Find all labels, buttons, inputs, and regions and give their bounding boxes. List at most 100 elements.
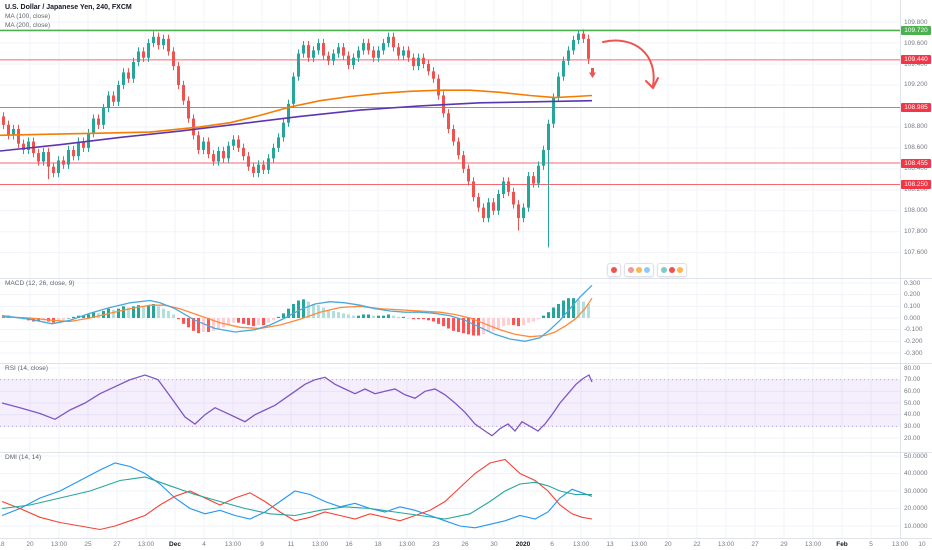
- macd-histogram-bar: [357, 315, 360, 318]
- candle-body: [477, 197, 480, 208]
- candle-body: [332, 53, 335, 61]
- macd-histogram-bar: [247, 318, 250, 325]
- price-level-badge: 108.250: [901, 180, 931, 190]
- candle-body: [482, 207, 485, 219]
- candle-body: [507, 181, 510, 192]
- mini-toolbar-icon[interactable]: [677, 267, 683, 273]
- macd-histogram-bar: [522, 318, 525, 325]
- macd-histogram-bar: [117, 308, 120, 318]
- macd-histogram-bar: [132, 306, 135, 318]
- candle-body: [282, 122, 285, 138]
- candle-body: [72, 149, 75, 157]
- macd-histogram-bar: [412, 318, 415, 320]
- macd-line: [1, 284, 593, 342]
- candle-body: [417, 57, 420, 67]
- axis-tick-label: 107.800: [904, 228, 928, 236]
- ma100-line: [0, 89, 593, 137]
- macd-histogram-bar: [257, 318, 260, 325]
- macd-histogram-bar: [207, 318, 210, 332]
- macd-histogram-bar: [567, 298, 570, 318]
- macd-histogram-bar: [72, 316, 75, 318]
- candle-body: [277, 137, 280, 148]
- candle-body: [292, 76, 295, 104]
- candle-body: [437, 78, 440, 96]
- mini-toolbar-icon[interactable]: [628, 267, 634, 273]
- ma200-line: [0, 99, 593, 152]
- macd-histogram-bar: [587, 304, 590, 318]
- down-arrow-marker-icon: [589, 72, 596, 78]
- macd-histogram-bar: [547, 312, 550, 318]
- macd-histogram-bar: [347, 314, 350, 318]
- time-axis[interactable]: 18 20 13:00 25 27 13:00 Dec 4 13:00 9 11 13:00 16 18 1…: [0, 538, 932, 550]
- dmi-indicator-label[interactable]: DMI (14, 14): [5, 454, 42, 461]
- candle-body: [432, 71, 435, 79]
- candle-body: [137, 51, 140, 62]
- macd-histogram-bar: [452, 318, 455, 331]
- macd-histogram-bar: [397, 316, 400, 318]
- candle-body: [172, 51, 175, 67]
- mini-toolbar-icon[interactable]: [611, 267, 617, 273]
- ma200-legend[interactable]: MA (200, close): [5, 22, 51, 29]
- dmi-plusDI-line: [1, 462, 593, 529]
- candle-body: [317, 43, 320, 51]
- macd-histogram-bar: [272, 318, 275, 321]
- mini-toolbar-icon[interactable]: [661, 267, 667, 273]
- candle-body: [587, 38, 590, 59]
- candle-body: [352, 57, 355, 66]
- rsi-indicator-label[interactable]: RSI (14, close): [5, 365, 48, 372]
- candle-body: [522, 207, 525, 219]
- ma100-legend[interactable]: MA (100, close): [5, 13, 51, 20]
- axis-tick-label: 20.00: [904, 434, 921, 442]
- macd-signal-line: [1, 297, 593, 338]
- candle-body: [247, 156, 250, 167]
- candle-body: [412, 57, 415, 67]
- time-axis-label: 13:00: [224, 541, 242, 548]
- candle-body: [227, 145, 230, 159]
- macd-histogram-bar: [142, 306, 145, 318]
- macd-histogram-bar: [507, 318, 510, 325]
- macd-histogram-bar: [382, 315, 385, 318]
- axis-tick-label: 60.00: [904, 387, 921, 395]
- axis-tick-label: 10.0000: [904, 522, 928, 530]
- macd-histogram-bar: [192, 318, 195, 331]
- candle-body: [182, 84, 185, 101]
- candle-body: [387, 36, 390, 44]
- axis-tick-label: 0.200: [904, 291, 921, 299]
- candle-body: [492, 202, 495, 211]
- axis-tick-label: 109.400: [904, 60, 928, 68]
- candle-body: [152, 36, 155, 44]
- mini-toolbar-icon[interactable]: [636, 267, 642, 273]
- candle-body: [397, 47, 400, 56]
- macd-histogram-bar: [307, 301, 310, 318]
- mini-toolbar-icon[interactable]: [669, 267, 675, 273]
- macd-histogram-bar: [62, 318, 65, 321]
- arrowhead-icon: [645, 77, 659, 89]
- price-level-badge: 109.720: [901, 25, 931, 35]
- macd-histogram-bar: [262, 318, 265, 325]
- candle-body: [132, 61, 135, 79]
- candle-body: [162, 38, 165, 46]
- time-axis-label: 6: [550, 541, 554, 548]
- axis-tick-label: 50.00: [904, 399, 921, 407]
- macd-histogram-bar: [497, 318, 500, 329]
- candle-body: [197, 135, 200, 150]
- drawn-arrow-annotation[interactable]: [589, 39, 659, 89]
- macd-histogram-bar: [532, 318, 535, 322]
- candle-body: [142, 51, 145, 58]
- candle-body: [542, 149, 545, 166]
- candle-body: [62, 160, 65, 165]
- mini-toolbar-icon[interactable]: [644, 267, 650, 273]
- macd-indicator-label[interactable]: MACD (12, 26, close, 9): [5, 280, 75, 287]
- candle-body: [362, 43, 365, 51]
- candle-body: [427, 64, 430, 72]
- symbol-title[interactable]: U.S. Dollar / Japanese Yen, 240, FXCM: [5, 4, 132, 11]
- candle-body: [367, 43, 370, 51]
- macd-histogram-bar: [427, 318, 430, 321]
- macd-histogram-bar: [197, 318, 200, 334]
- candle-body: [117, 84, 120, 102]
- axis-tick-label: 70.00: [904, 376, 921, 384]
- mini-toolbar-group: [607, 263, 621, 277]
- price-axis[interactable]: 109.800 109.600 109.400 109.200 108.800 108.6…: [901, 0, 932, 538]
